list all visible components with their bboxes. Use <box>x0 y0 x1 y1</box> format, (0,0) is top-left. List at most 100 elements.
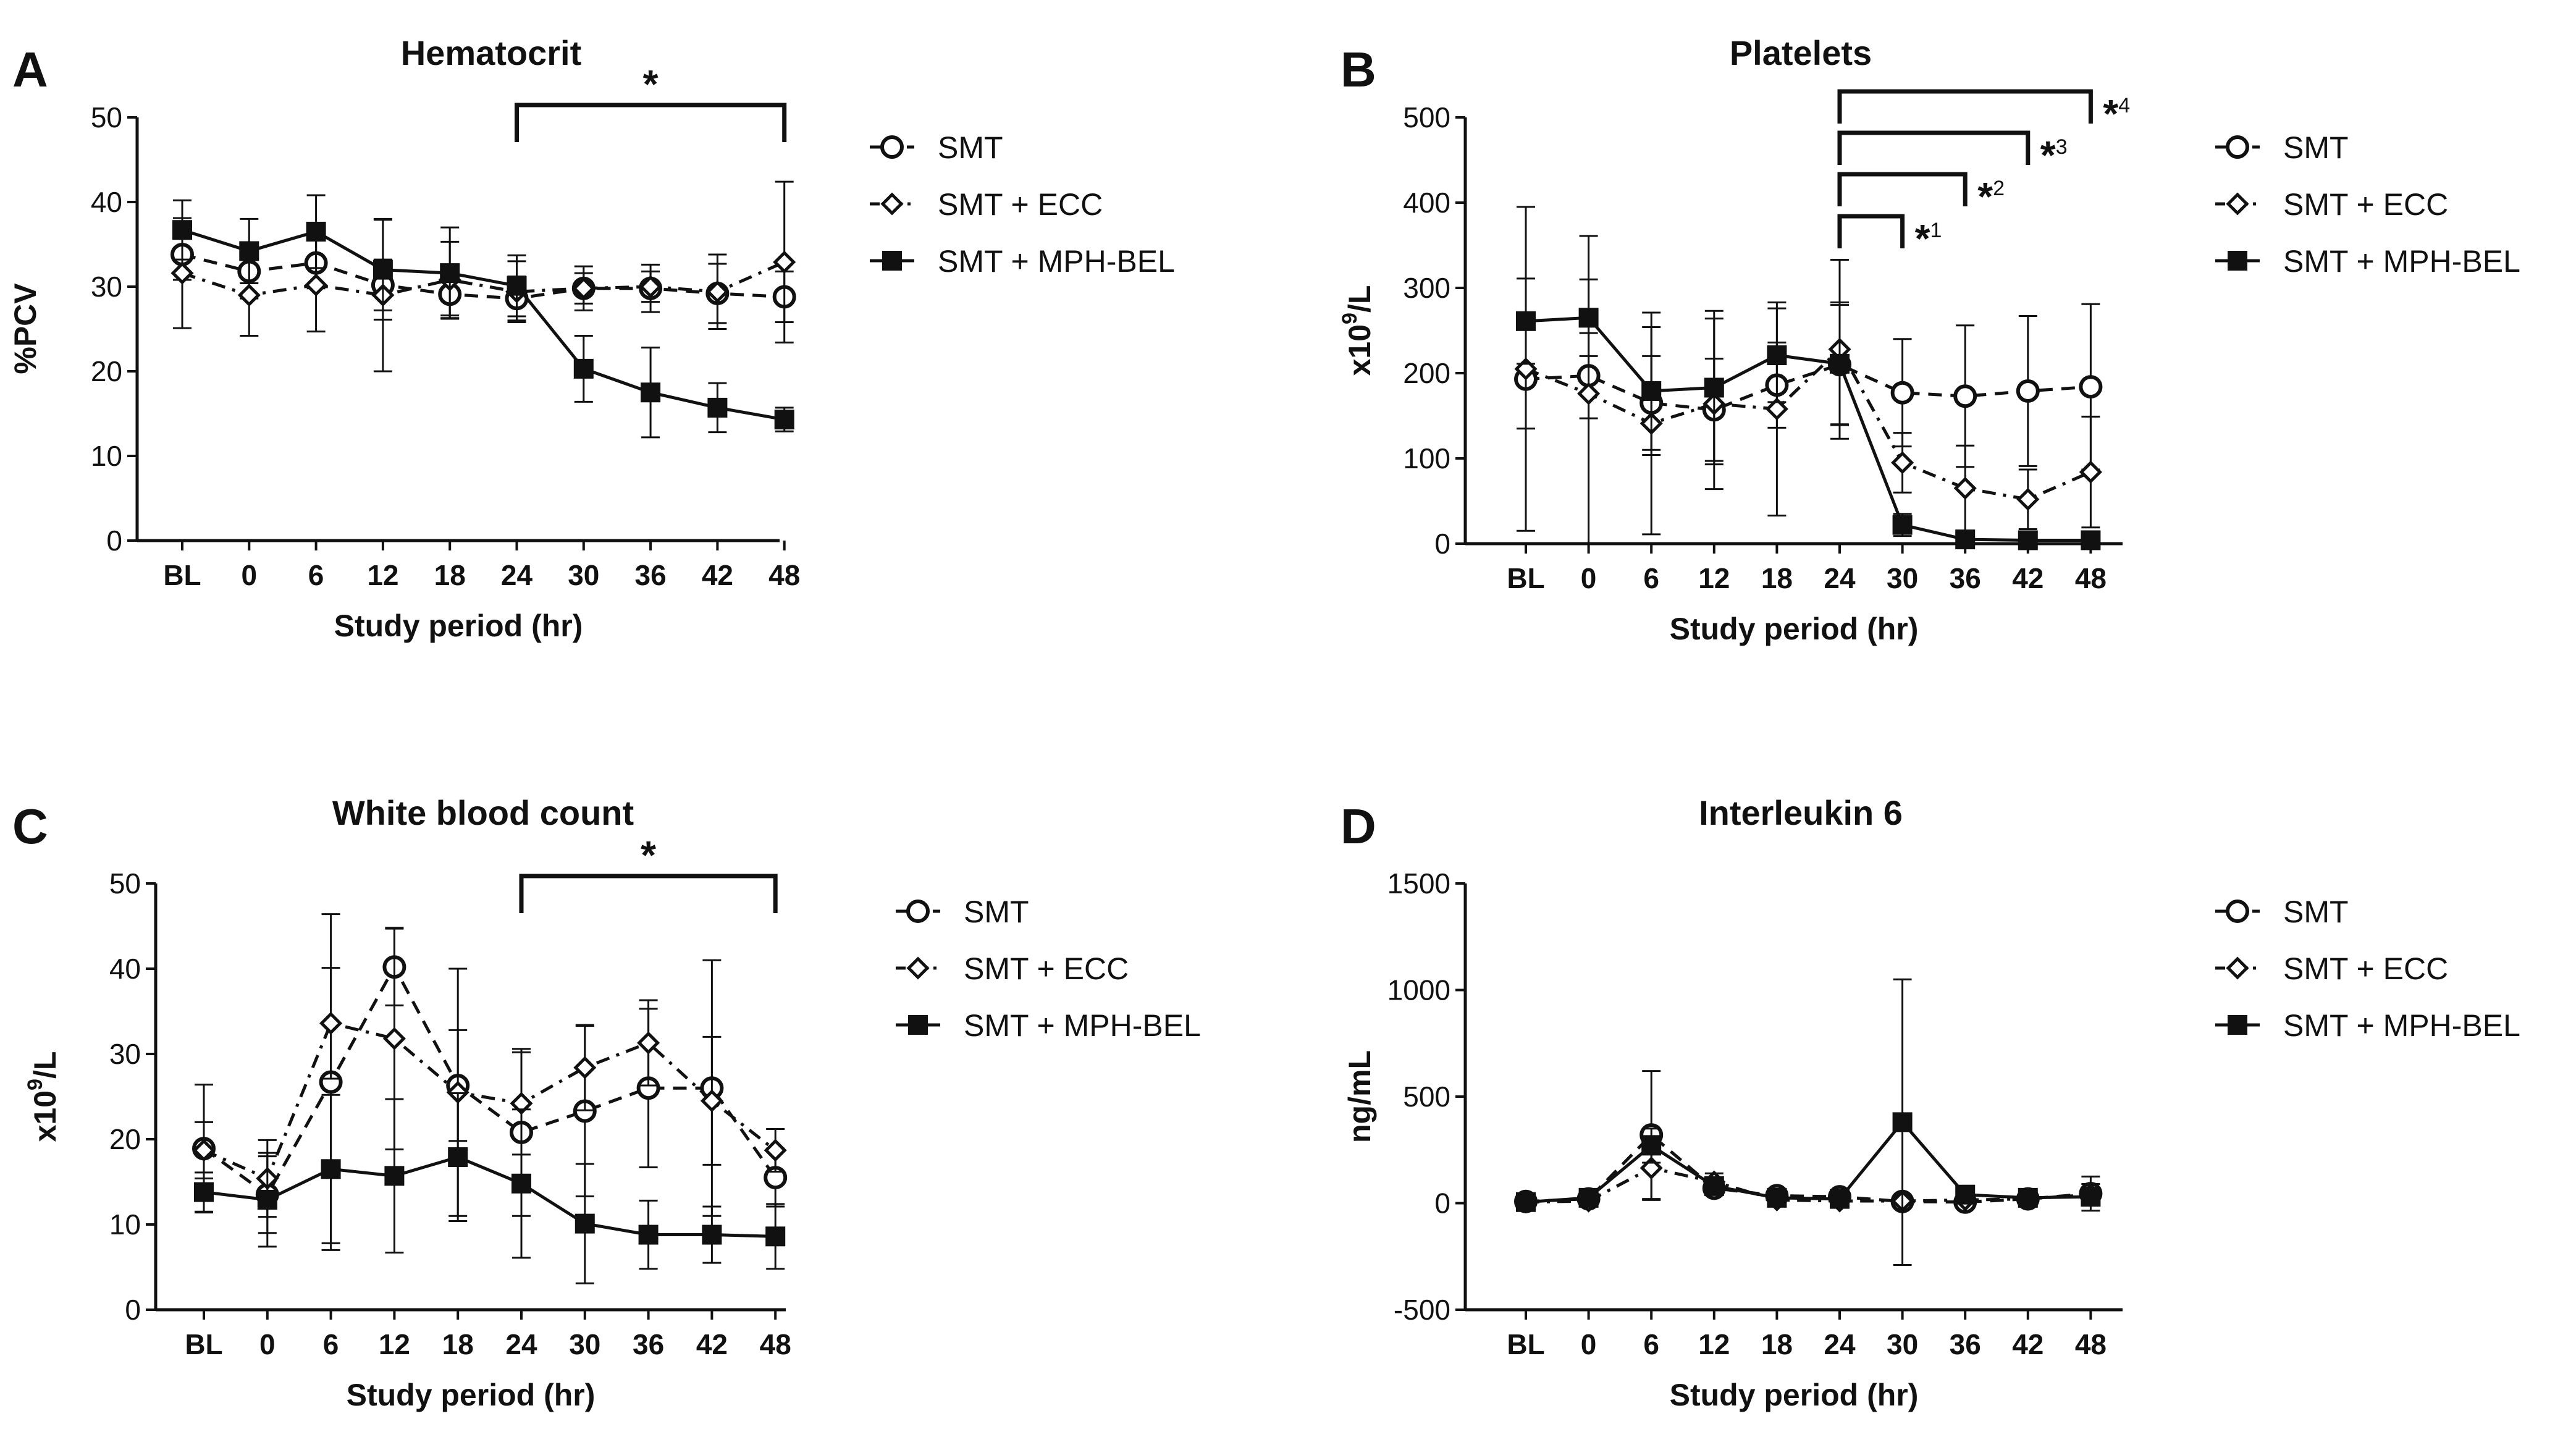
legend-marker <box>906 900 930 923</box>
x-tick-label: 48 <box>760 1328 791 1360</box>
significance-star-symbol: * <box>1977 174 1993 219</box>
data-point <box>237 284 261 307</box>
x-axis-label: Study period (hr) <box>334 609 583 643</box>
x-tick-label: 36 <box>635 559 667 591</box>
data-point <box>702 1224 722 1245</box>
data-point <box>1892 1112 1913 1132</box>
legend-marker <box>2226 192 2249 216</box>
data-point <box>1767 1187 1787 1208</box>
data-point <box>384 1166 405 1186</box>
data-point <box>1830 353 1850 374</box>
significance-sup: 1 <box>1930 219 1942 242</box>
data-point <box>639 275 662 298</box>
data-point <box>1953 476 1977 500</box>
data-point <box>2016 379 2040 403</box>
data-point <box>1953 384 1977 408</box>
data-point <box>1955 1184 1976 1205</box>
significance-star-symbol: * <box>1915 216 1930 261</box>
chart-title: Hematocrit <box>401 33 582 72</box>
series-line <box>1525 1119 2091 1204</box>
legend-entry: SMT + ECC <box>896 951 1129 986</box>
data-point <box>448 1147 468 1167</box>
x-axis-label: Study period (hr) <box>1670 612 1919 646</box>
series-smt <box>1514 303 2103 471</box>
series-line <box>1525 347 2092 501</box>
data-point <box>1704 377 1724 398</box>
y-axis-label: x109/L <box>1338 285 1377 376</box>
data-point <box>1516 1192 1536 1212</box>
legend-label: SMT + ECC <box>2283 187 2448 222</box>
y-tick-label: 0 <box>106 525 122 557</box>
x-axis-label: Study period (hr) <box>347 1378 596 1412</box>
significance-bracket <box>515 103 787 142</box>
x-tick-label: 48 <box>2075 1328 2107 1360</box>
legend-entry: SMT <box>2215 130 2349 165</box>
data-point <box>700 1089 723 1113</box>
y-axis-label-sup: 9 <box>23 1079 47 1090</box>
x-tick-label: 12 <box>379 1328 410 1360</box>
data-point <box>1577 382 1601 405</box>
series-line <box>1525 316 2091 542</box>
panel-a: A Hematocrit 0 10 20 30 40 50 BL 0 6 12 18 24 30 36 42 48… <box>8 33 1175 643</box>
legend-entry: SMT + MPH-BEL <box>870 244 1175 279</box>
y-tick-label: 20 <box>109 1123 141 1155</box>
legend-entry: SMT + MPH-BEL <box>896 1008 1201 1043</box>
data-point <box>170 261 194 285</box>
data-point <box>1767 345 1787 366</box>
data-point <box>573 358 594 379</box>
y-tick-label: 1000 <box>1387 974 1450 1006</box>
data-point <box>1578 308 1599 328</box>
y-axis-label: %PCV <box>8 283 43 374</box>
series-line <box>203 1021 777 1181</box>
series-smt-ecc <box>170 180 796 373</box>
x-tick-label: 24 <box>1824 1328 1856 1360</box>
x-tick-label: 30 <box>569 1328 600 1360</box>
series-line <box>1525 1166 2091 1204</box>
data-point <box>1890 381 1914 405</box>
x-tick-label: 18 <box>434 559 466 591</box>
data-point <box>321 1159 341 1179</box>
data-point <box>2081 1187 2101 1207</box>
y-tick-label: 200 <box>1403 357 1450 389</box>
chart-title: White blood count <box>332 793 634 832</box>
legend-label: SMT + MPH-BEL <box>2283 244 2520 279</box>
y-tick-label: 20 <box>91 355 122 387</box>
legend-label: SMT + MPH-BEL <box>2283 1008 2520 1043</box>
legend-marker <box>908 1015 928 1035</box>
legend-entry: SMT + MPH-BEL <box>2215 1008 2520 1043</box>
data-point <box>1765 397 1788 421</box>
data-point <box>707 397 728 418</box>
legend-marker <box>880 135 904 159</box>
data-point <box>1955 529 1976 550</box>
data-point <box>641 382 661 403</box>
legend-marker <box>2228 1015 2247 1035</box>
x-tick-label: 0 <box>1581 1328 1597 1360</box>
significance-bracket <box>1837 172 1968 206</box>
y-tick-label: 30 <box>109 1038 141 1070</box>
data-point <box>257 1189 277 1210</box>
series-line <box>182 228 785 421</box>
data-point <box>2079 460 2102 484</box>
data-point <box>1641 1136 1662 1156</box>
x-tick-label: 18 <box>1761 1328 1793 1360</box>
x-tick-label: 12 <box>1698 1328 1730 1360</box>
x-axis-label: Study period (hr) <box>1670 1378 1919 1412</box>
data-point <box>1516 311 1536 331</box>
data-point <box>305 273 328 297</box>
legend-label: SMT <box>2283 130 2349 165</box>
series-line <box>1525 1132 2091 1204</box>
series-line <box>203 1155 776 1238</box>
legend-label: SMT + ECC <box>938 187 1103 222</box>
x-tick-label: 6 <box>308 559 324 591</box>
x-tick-label: 30 <box>1887 562 1918 594</box>
series-line <box>182 260 785 297</box>
data-point <box>319 1011 343 1035</box>
significance-star: *2 <box>1977 174 2005 219</box>
series-smt-mph-bel <box>1516 978 2101 1266</box>
y-axis-label: x109/L <box>23 1051 62 1142</box>
series-smt-mph-bel <box>194 1092 786 1284</box>
data-point <box>637 1031 660 1055</box>
x-tick-label: BL <box>163 559 201 591</box>
data-point <box>765 1226 786 1247</box>
legend-marker <box>882 251 902 271</box>
